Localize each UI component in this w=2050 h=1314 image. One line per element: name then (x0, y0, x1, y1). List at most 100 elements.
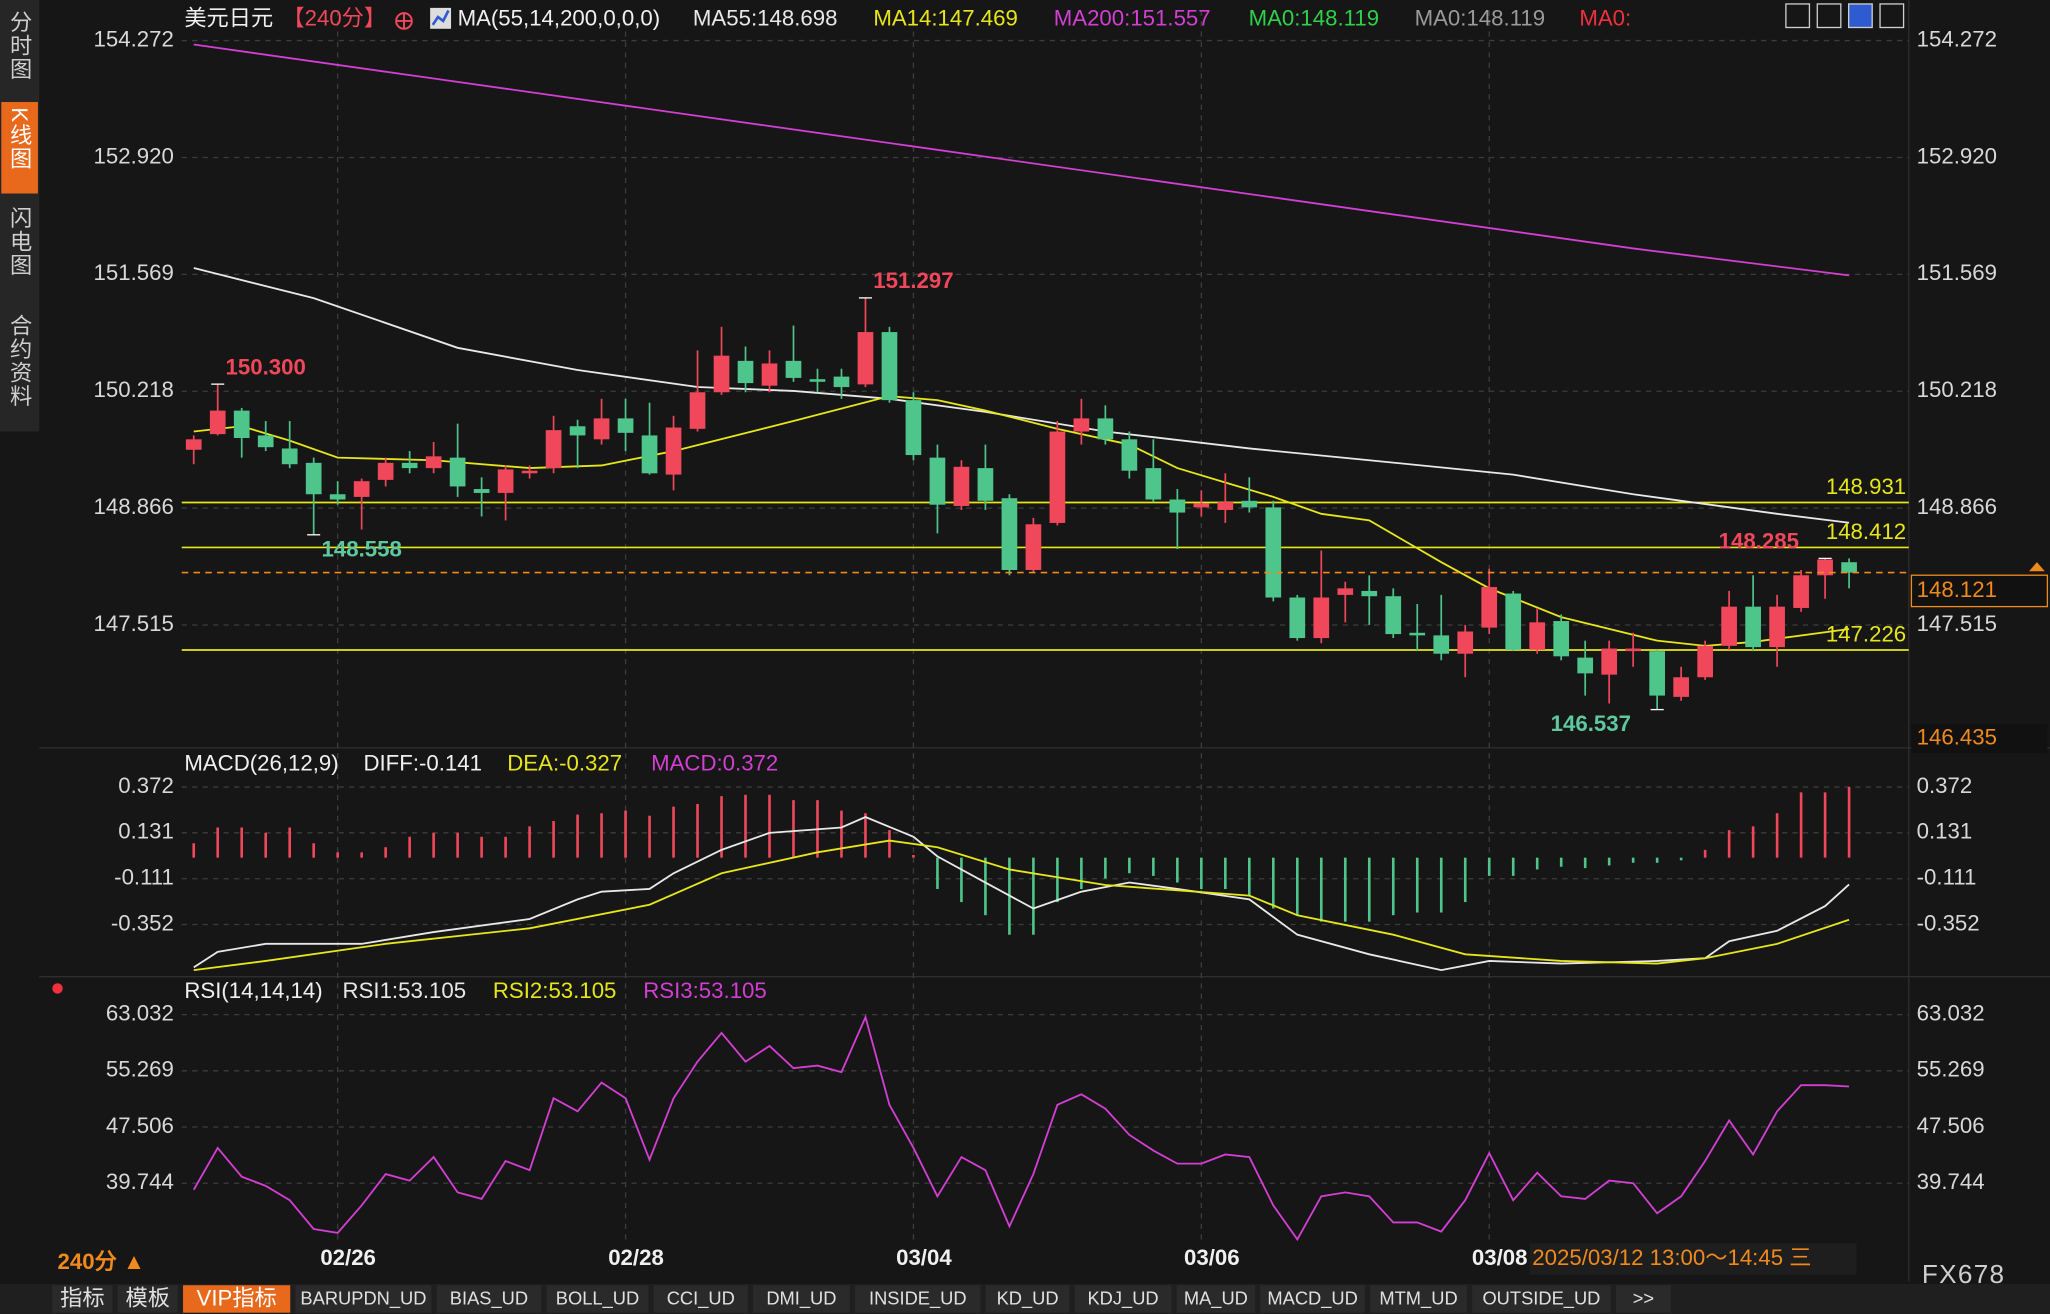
candle-body (1217, 502, 1234, 510)
legend-text: MA0:148.119 (1249, 6, 1380, 31)
y-tick-label-right: 39.744 (1917, 1169, 1985, 1194)
toolbar-tab[interactable] (855, 1285, 981, 1313)
toolbar-tab-label[interactable]: CCI_UD (667, 1287, 735, 1309)
candle-body (1649, 651, 1666, 696)
toolbar-tab-label[interactable]: BIAS_UD (450, 1287, 528, 1309)
y-tick-label: 147.515 (94, 611, 174, 636)
toolbar-tab[interactable] (1370, 1285, 1467, 1313)
toolbar-tab-label[interactable]: DMI_UD (766, 1287, 836, 1309)
toolbar-tab[interactable] (1260, 1285, 1365, 1313)
toolbar-tab[interactable] (753, 1285, 850, 1313)
icon-grid[interactable] (1785, 3, 1811, 29)
toolbar-tab[interactable] (117, 1285, 178, 1313)
toolbar-tab[interactable] (653, 1285, 748, 1313)
toolbar-tab-label[interactable]: MA_UD (1184, 1287, 1248, 1309)
last-price-box (1910, 574, 2049, 608)
toolbar-tab[interactable] (295, 1285, 432, 1313)
toolbar-tab[interactable] (1472, 1285, 1611, 1313)
toolbar-tab[interactable] (436, 1285, 542, 1313)
candle-body (809, 379, 826, 382)
candle-body (1145, 468, 1162, 500)
y-tick-label-right: 63.032 (1917, 1000, 1985, 1025)
candle-body (785, 360, 802, 378)
y-tick-label: 150.218 (94, 377, 174, 402)
toolbar-tab-label[interactable]: INSIDE_UD (869, 1287, 967, 1309)
candle-body (1745, 606, 1761, 648)
sidebar-tab-active (1, 102, 38, 194)
candle-body (1025, 524, 1042, 570)
candle-body (1481, 587, 1498, 628)
sidebar-tab[interactable]: 闪电图 (7, 206, 32, 277)
candle-body (497, 469, 514, 493)
y-tick-label: 63.032 (106, 1000, 174, 1025)
candle-body (857, 332, 874, 385)
icon-bars[interactable] (1816, 3, 1842, 29)
candle-body (953, 466, 970, 506)
last-price-label: 148.121 (1917, 577, 1997, 602)
legend-text: MA0: (1579, 6, 1631, 31)
toolbar-tab-label[interactable]: MACD_UD (1267, 1287, 1357, 1309)
candle-body (1793, 575, 1809, 608)
toolbar-tab[interactable] (183, 1285, 291, 1313)
sidebar-tab[interactable]: 分时图 (7, 10, 32, 81)
toolbar-tab-label[interactable]: VIP指标 (197, 1285, 277, 1310)
ma-line (193, 395, 1850, 647)
candle-body (185, 439, 202, 450)
toolbar-tab[interactable] (1615, 1285, 1671, 1313)
y-tick-label: 55.269 (106, 1057, 174, 1082)
add-icon-cross (396, 13, 412, 29)
y-tick-label: 152.920 (94, 143, 174, 168)
icon-scroll[interactable] (1879, 3, 1905, 29)
y-tick-label-right: 47.506 (1917, 1113, 1985, 1138)
legend-text: DIFF:-0.141 (363, 751, 482, 776)
toolbar-tab-label[interactable]: OUTSIDE_UD (1482, 1287, 1600, 1309)
candle-body (209, 410, 226, 435)
bottom-price-label: 146.435 (1917, 725, 1997, 750)
toolbar-tab-label[interactable]: 模板 (126, 1285, 170, 1310)
y-tick-label-right: 152.920 (1917, 143, 1997, 168)
legend-text: MA14:147.469 (873, 6, 1018, 31)
x-tick-label: 02/26 (320, 1245, 376, 1270)
last-price-arrow (2029, 562, 2045, 572)
toolbar-tab[interactable] (1074, 1285, 1172, 1313)
footer-period[interactable]: 240分 ▲ (58, 1249, 145, 1274)
candle-body (737, 360, 754, 384)
toolbar-tab[interactable] (52, 1285, 113, 1313)
candle-body (1553, 621, 1570, 657)
settings-icon[interactable] (52, 983, 63, 994)
toolbar-tab-label[interactable]: BOLL_UD (556, 1287, 639, 1309)
y-tick-label-right: 150.218 (1917, 377, 1997, 402)
icon-active[interactable] (1848, 3, 1873, 29)
y-tick-label: 154.272 (94, 26, 174, 51)
candle-body (449, 457, 466, 487)
legend-text: DEA:-0.327 (507, 751, 622, 776)
toolbar-tab[interactable] (985, 1285, 1070, 1313)
time-box (1529, 1243, 1857, 1275)
candle-body (905, 400, 922, 456)
candle-body (1193, 503, 1210, 508)
toolbar-tab-label[interactable]: MTM_UD (1379, 1287, 1457, 1309)
sidebar-tab[interactable]: K线图 (7, 107, 32, 170)
toolbar-tab-label[interactable]: BARUPDN_UD (300, 1287, 426, 1309)
candle-body (617, 418, 634, 433)
candle-body (1313, 597, 1330, 639)
toolbar-tab-label[interactable]: KD_UD (997, 1287, 1059, 1309)
y-tick-label-right: 0.372 (1917, 773, 1973, 798)
y-tick-label: 0.372 (118, 773, 174, 798)
candle-body (977, 468, 994, 501)
candle-body (425, 456, 442, 469)
toolbar-tab-label[interactable]: 指标 (60, 1285, 104, 1310)
candle-body (281, 448, 298, 465)
toolbar-tab[interactable] (1176, 1285, 1256, 1313)
toolbar-tab[interactable] (546, 1285, 649, 1313)
candle-body (1841, 562, 1857, 573)
toolbar-tab-label[interactable]: KDJ_UD (1087, 1287, 1158, 1309)
candle-body (1577, 657, 1594, 674)
y-tick-label-right: -0.111 (1917, 865, 1977, 890)
toolbar-tab-label[interactable]: >> (1633, 1287, 1654, 1308)
rsi-line (192, 1014, 1850, 1242)
x-tick-label: 03/04 (896, 1245, 952, 1270)
x-tick-label: 03/06 (1184, 1245, 1240, 1270)
sidebar-tab[interactable]: 合约资料 (7, 313, 32, 408)
candle-body (329, 494, 346, 500)
